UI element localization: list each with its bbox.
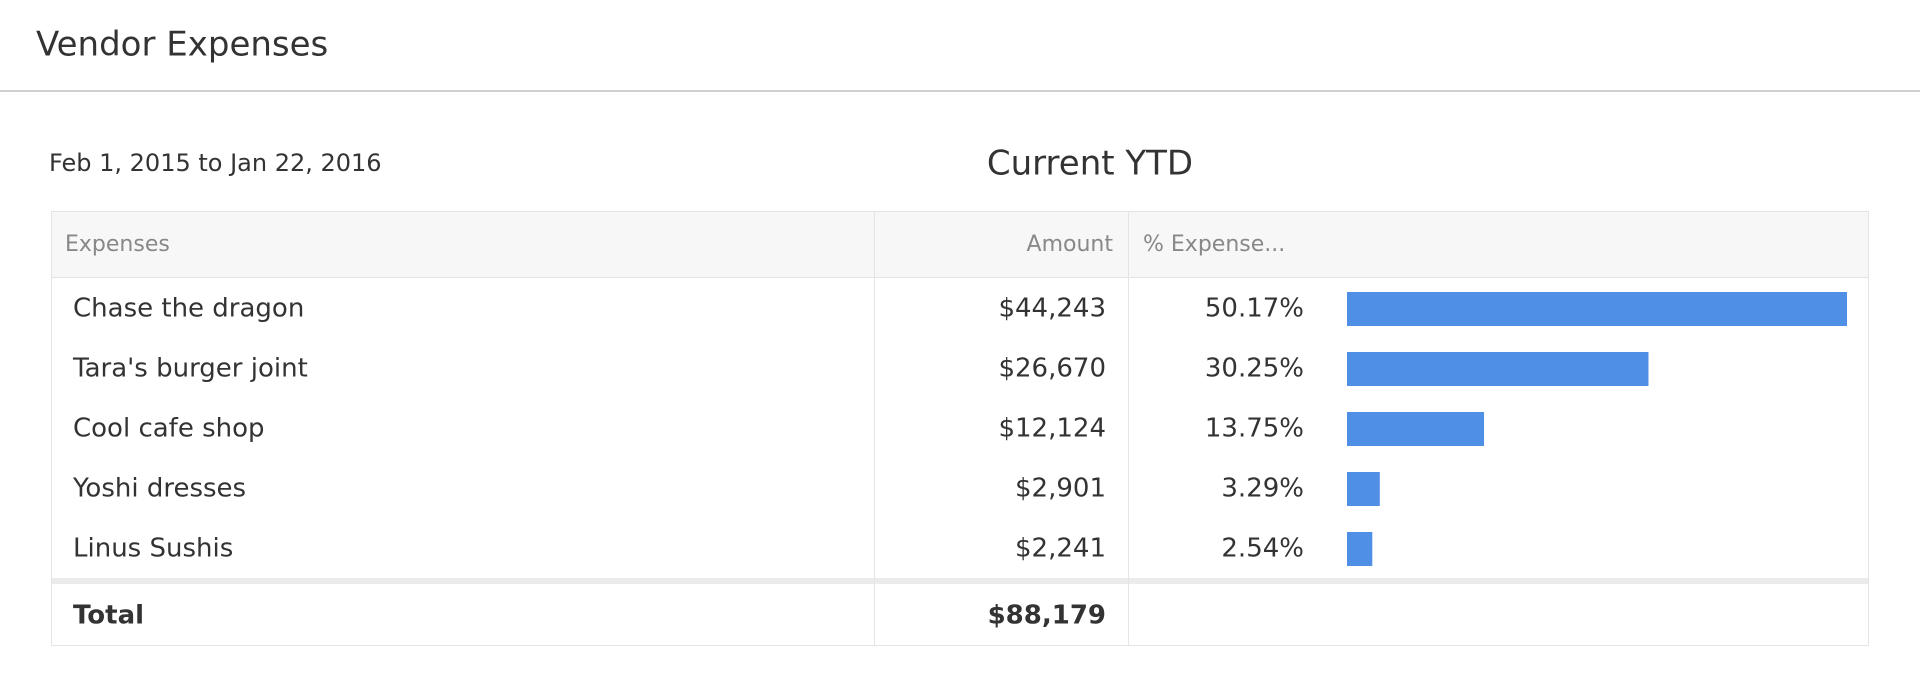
amount: $2,241 bbox=[1015, 534, 1106, 564]
percent-bar bbox=[1347, 352, 1649, 386]
percent: 50.17% bbox=[1205, 294, 1304, 324]
column-header: Amount bbox=[1027, 232, 1114, 257]
percent-bar bbox=[1347, 292, 1847, 326]
amount: $12,124 bbox=[998, 414, 1106, 444]
vendor-name: Yoshi dresses bbox=[72, 474, 246, 504]
table-title: Current YTD bbox=[987, 144, 1193, 184]
column-header: % Expense... bbox=[1143, 232, 1285, 257]
column-header: Expenses bbox=[65, 232, 170, 257]
percent: 3.29% bbox=[1221, 474, 1304, 504]
percent-bar bbox=[1347, 532, 1373, 566]
percent: 2.54% bbox=[1221, 534, 1304, 564]
date-range: Feb 1, 2015 to Jan 22, 2016 bbox=[49, 149, 382, 177]
amount: $2,901 bbox=[1015, 474, 1106, 504]
vendor-name: Cool cafe shop bbox=[73, 414, 265, 444]
percent-bar bbox=[1347, 472, 1380, 506]
table-header-bg bbox=[52, 212, 1868, 277]
total-separator bbox=[52, 578, 1868, 584]
percent-bar bbox=[1347, 412, 1485, 446]
percent: 30.25% bbox=[1205, 354, 1304, 384]
amount: $44,243 bbox=[998, 294, 1106, 324]
vendor-name: Tara's burger joint bbox=[72, 354, 308, 384]
total-label: Total bbox=[73, 601, 144, 631]
vendor-name: Chase the dragon bbox=[73, 294, 304, 324]
table-frame bbox=[51, 211, 1869, 646]
total-amount: $88,179 bbox=[988, 601, 1106, 631]
widget-title: Vendor Expenses bbox=[36, 25, 328, 65]
amount: $26,670 bbox=[998, 354, 1106, 384]
vendor-name: Linus Sushis bbox=[73, 534, 233, 564]
percent: 13.75% bbox=[1205, 414, 1304, 444]
